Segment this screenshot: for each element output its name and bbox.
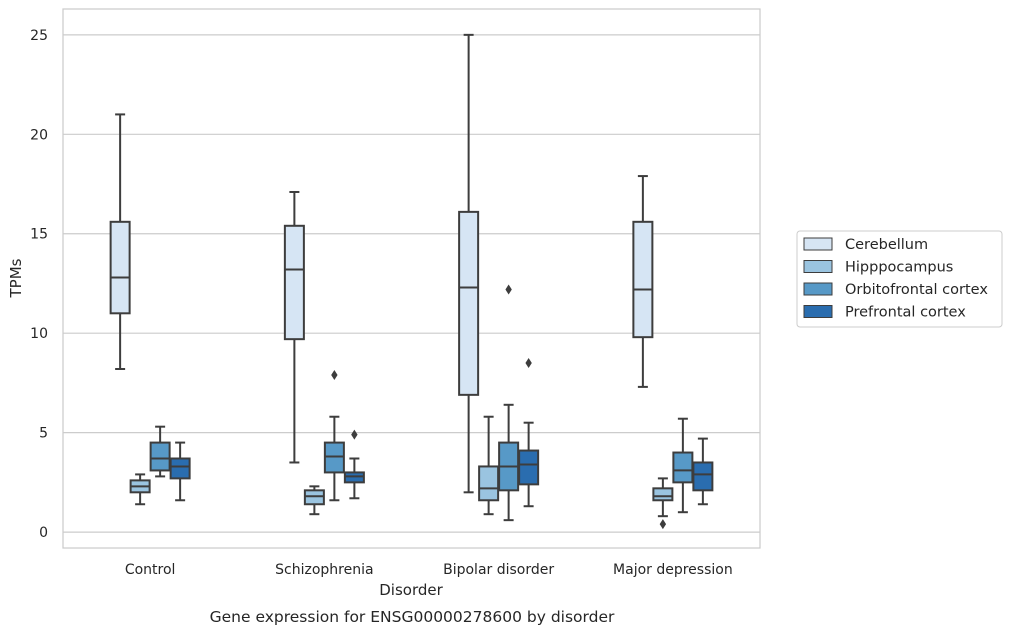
- legend-swatch: [803, 282, 833, 296]
- box-1-3: [458, 33, 480, 494]
- box-body: [652, 487, 674, 502]
- x-tick-label: Major depression: [613, 562, 733, 578]
- box-body: [478, 465, 500, 502]
- box-2-3: [478, 415, 500, 516]
- y-tick-label: 5: [39, 426, 48, 442]
- grid-lines: [63, 34, 760, 533]
- boxes: [109, 33, 714, 530]
- y-tick-label: 10: [30, 326, 48, 342]
- outlier-point: [659, 519, 667, 530]
- x-tick-label: Schizophrenia: [275, 562, 373, 578]
- legend-item: Hipppocampus: [803, 260, 953, 276]
- plot-area-frame: [62, 8, 761, 549]
- box-body: [169, 457, 191, 480]
- box-body: [518, 449, 540, 486]
- y-tick-label: 15: [30, 227, 48, 243]
- box-4-2: [343, 429, 365, 500]
- box-4-4: [692, 437, 714, 506]
- y-tick-label: 25: [30, 28, 48, 44]
- box-body: [149, 441, 171, 472]
- x-tick-label: Bipolar disorder: [443, 562, 554, 578]
- box-3-3: [498, 284, 520, 522]
- legend-label: Orbitofrontal cortex: [845, 282, 988, 298]
- box-1-2: [283, 190, 305, 464]
- legend-swatch: [803, 237, 833, 251]
- legend-item: Cerebellum: [803, 237, 928, 253]
- box-body: [672, 451, 694, 484]
- box-1-1: [109, 113, 131, 370]
- outlier-point: [351, 429, 358, 440]
- box-3-2: [323, 369, 345, 502]
- legend-item: Orbitofrontal cortex: [803, 282, 988, 298]
- outlier-point: [525, 358, 532, 369]
- x-tick-labels: Control Schizophrenia Bipolar disorder Majo…: [125, 562, 733, 578]
- box-body: [458, 210, 480, 396]
- outlier-point: [331, 369, 338, 380]
- legend-swatch: [803, 260, 833, 273]
- y-tick-label: 0: [39, 525, 48, 541]
- box-4-3: [518, 358, 540, 508]
- box-2-2: [303, 485, 325, 516]
- box-body: [109, 220, 131, 315]
- legend-item: Prefrontal cortex: [803, 305, 966, 321]
- box-2-4: [652, 477, 674, 530]
- outlier-point: [505, 284, 512, 295]
- chart-caption: Gene expression for ENSG00000278600 by d…: [210, 608, 615, 626]
- legend-swatch: [803, 305, 833, 318]
- x-axis-label: Disorder: [379, 581, 443, 599]
- legend-label: Prefrontal cortex: [845, 305, 966, 321]
- y-tick-labels: 0 5 10 15 20 25: [30, 28, 48, 541]
- legend-label: Cerebellum: [845, 237, 928, 253]
- y-tick-label: 20: [30, 127, 48, 143]
- y-axis-label: TPMs: [7, 258, 25, 298]
- legend-label: Hipppocampus: [845, 260, 953, 276]
- legend-frame: [796, 230, 1003, 328]
- legend: Cerebellum Hipppocampus Orbitofrontal cort…: [796, 230, 1003, 328]
- box-body: [632, 220, 654, 339]
- x-tick-label: Control: [125, 562, 176, 578]
- box-1-4: [632, 175, 654, 388]
- box-body: [283, 224, 305, 341]
- box-4-1: [169, 441, 191, 502]
- box-2-1: [129, 473, 151, 506]
- box-3-1: [149, 425, 171, 478]
- box-body: [692, 461, 714, 492]
